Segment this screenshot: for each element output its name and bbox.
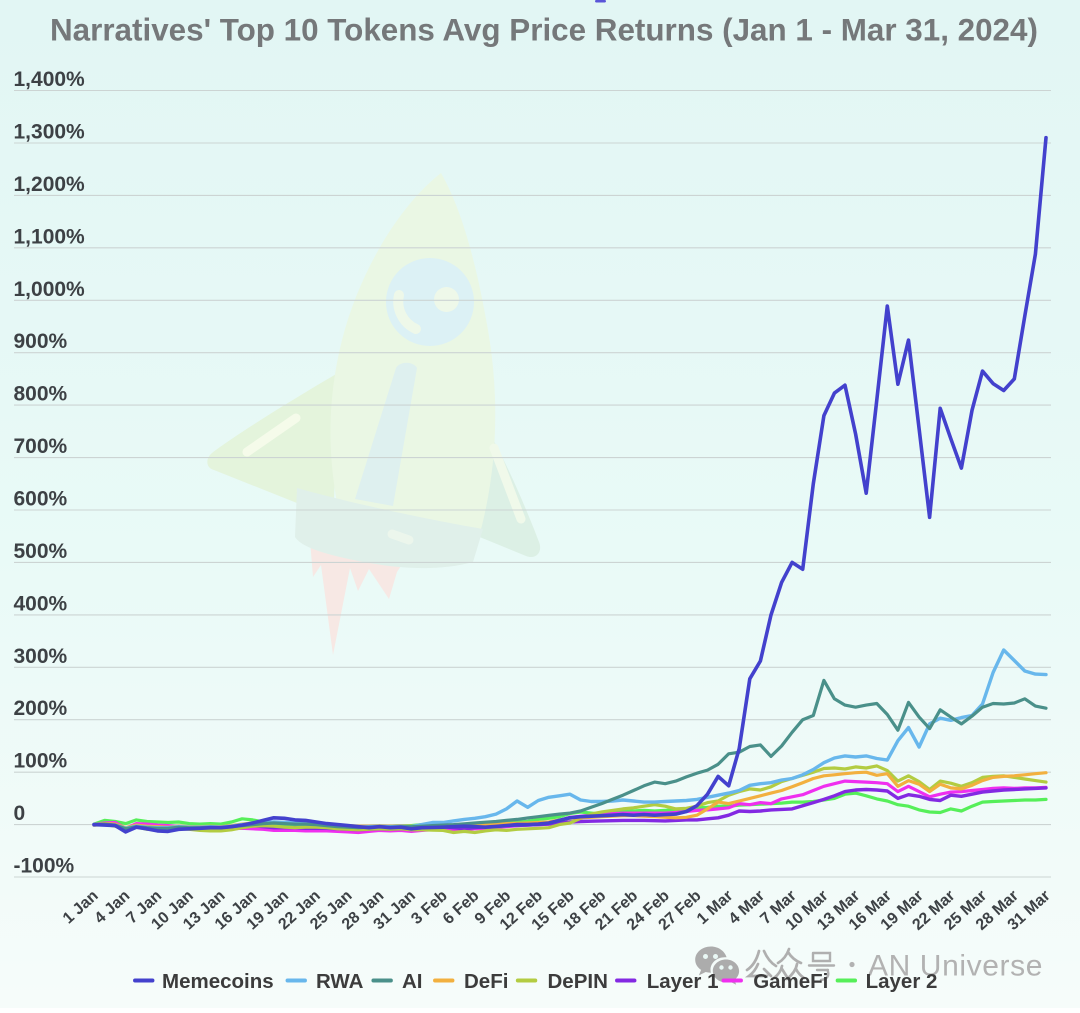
svg-text:1,300%: 1,300% [14,121,86,144]
svg-text:Memecoins: Memecoins [162,970,274,993]
svg-text:AN Universe: AN Universe [868,950,1043,983]
svg-text:RWA: RWA [316,970,364,993]
svg-text:300%: 300% [14,645,68,668]
svg-text:Narratives' Top 10 Tokens Avg: Narratives' Top 10 Tokens Avg Price Retu… [50,13,1038,48]
svg-text:DePIN: DePIN [548,970,608,993]
svg-text:0: 0 [14,802,26,825]
svg-text:900%: 900% [14,330,68,353]
svg-text:AI: AI [402,970,423,993]
svg-text:Layer 1: Layer 1 [647,970,719,993]
svg-text:200%: 200% [14,697,68,720]
svg-text:500%: 500% [14,540,68,563]
svg-text:1,000%: 1,000% [14,278,86,301]
svg-text:700%: 700% [14,435,68,458]
svg-text:400%: 400% [14,592,68,615]
svg-text:GameFi: GameFi [753,970,828,993]
svg-text:Layer 2: Layer 2 [866,970,938,993]
svg-text:-100%: -100% [14,855,75,878]
svg-text:1,400%: 1,400% [14,68,86,91]
svg-text:1,100%: 1,100% [14,225,86,248]
svg-text:800%: 800% [14,383,68,406]
svg-text:DeFi: DeFi [464,970,508,993]
svg-text:100%: 100% [14,750,68,773]
svg-text:600%: 600% [14,488,68,511]
svg-text:1,200%: 1,200% [14,173,86,196]
